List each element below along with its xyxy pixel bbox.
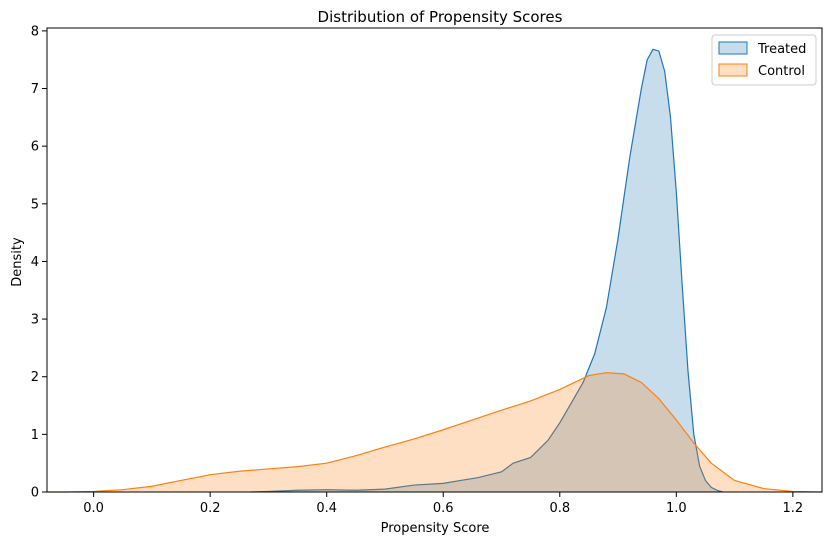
x-axis-title: Propensity Score [381,521,490,536]
y-tick-label: 6 [31,140,39,155]
density-line-treated [250,48,724,493]
chart-title: Distribution of Propensity Scores [318,8,563,26]
legend-label-treated: Treated [757,42,806,57]
y-tick-label: 5 [31,197,39,212]
x-tick-label: 1.2 [783,501,804,516]
legend-swatch-treated [718,41,748,55]
legend-swatch-control [718,63,748,77]
y-tick-label: 2 [31,370,39,385]
x-axis: 0.0 0.2 0.4 0.6 0.8 1.0 1.2 [83,492,803,516]
y-tick-label: 4 [31,255,39,270]
density-line-control [47,372,823,493]
x-tick-label: 0.4 [316,501,337,516]
y-tick-label: 1 [31,428,39,443]
x-tick-label: 1.0 [666,501,687,516]
y-tick-label: 7 [31,82,39,97]
y-tick-label: 0 [31,486,39,501]
legend: Treated Control [711,34,817,86]
density-area-treated [250,49,723,492]
y-axis-title: Density [10,237,25,287]
x-tick-label: 0.2 [200,501,221,516]
series-layer [47,48,823,493]
x-tick-label: 0.8 [549,501,570,516]
legend-label-control: Control [758,64,805,79]
y-tick-label: 8 [31,24,39,39]
legend-box [711,34,817,86]
x-tick-label: 0.6 [433,501,454,516]
y-axis: 0 1 2 3 4 5 6 7 8 [31,24,47,501]
y-tick-label: 3 [31,313,39,328]
axes-frame [46,27,823,493]
density-area-control [47,372,822,492]
x-tick-label: 0.0 [83,501,104,516]
